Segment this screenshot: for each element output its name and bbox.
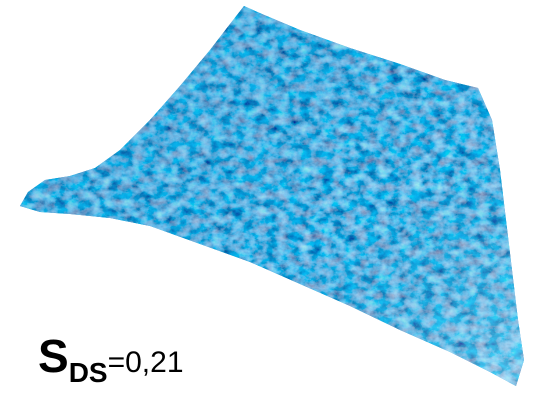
surface-render <box>0 0 549 401</box>
surface-figure: SDS=0,21 <box>0 0 549 401</box>
page: {"label": {"symbol": "S", "subscript": "… <box>0 0 549 401</box>
symbol: S <box>38 330 69 382</box>
subscript: DS <box>69 357 108 388</box>
surface-label: SDS=0,21 <box>38 330 184 388</box>
value: =0,21 <box>108 346 184 379</box>
